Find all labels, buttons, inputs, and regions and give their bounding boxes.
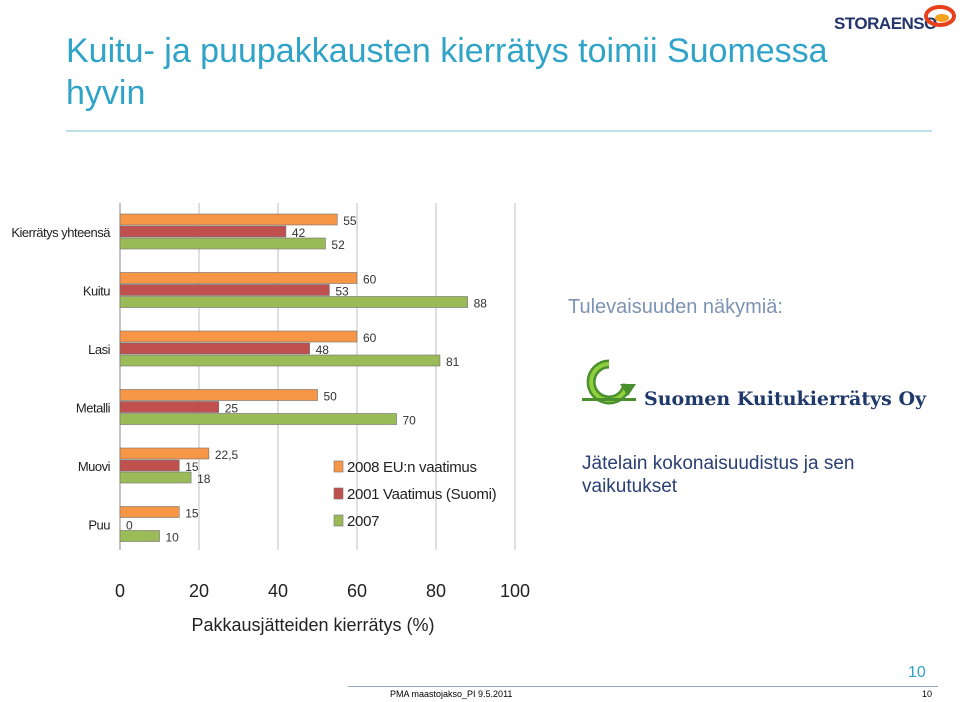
bar: [119, 530, 160, 542]
legend-swatch: [333, 514, 344, 527]
law-reform-text: Jätelain kokonaisuudistus ja sen vaikutu…: [582, 453, 855, 497]
bar: [119, 330, 358, 343]
category-label: Puu: [88, 518, 110, 533]
bar: [119, 296, 468, 308]
value-label: 25: [225, 402, 239, 416]
bar: [119, 413, 397, 425]
x-tick-label: 100: [500, 581, 530, 601]
logo-swoosh-icon: [924, 5, 956, 27]
bar: [119, 272, 358, 284]
value-label: 60: [363, 273, 377, 287]
value-label: 15: [185, 507, 199, 521]
bar: [119, 237, 326, 250]
value-label: 0: [126, 519, 133, 533]
bar: [119, 506, 180, 518]
bar: [119, 447, 210, 460]
value-label: 10: [166, 531, 180, 545]
footer-divider: [348, 686, 938, 687]
bar: [119, 354, 441, 367]
bar: [119, 213, 338, 226]
company-name: Suomen Kuitukierrätys Oy: [644, 388, 927, 410]
x-tick-label: 20: [189, 581, 209, 601]
value-label: 55: [343, 214, 357, 228]
title-divider: [66, 130, 932, 132]
value-label: 60: [363, 331, 377, 345]
legend-label: 2008 EU:n vaatimus: [347, 459, 477, 476]
page-number-small: 10: [922, 689, 933, 699]
legend-swatch: [333, 460, 344, 473]
value-label: 70: [403, 414, 417, 428]
logo-text: STORAENSO: [834, 14, 937, 33]
category-label: Lasi: [88, 342, 110, 357]
page-number-large: 10: [908, 664, 926, 681]
value-label: 15: [185, 460, 199, 474]
category-label: Metalli: [76, 401, 111, 416]
x-tick-label: 80: [426, 581, 446, 601]
bar: [119, 389, 318, 401]
value-label: 52: [331, 238, 345, 252]
bar: [119, 342, 310, 355]
value-label: 88: [474, 297, 488, 311]
x-tick-label: 40: [268, 581, 288, 601]
stora-enso-logo: STORAENSO: [830, 4, 958, 40]
x-tick-label: 60: [347, 581, 367, 601]
value-label: 42: [292, 226, 306, 240]
bar: [119, 459, 180, 472]
value-label: 22,5: [215, 448, 239, 462]
value-label: 81: [446, 355, 460, 369]
x-axis-label: Pakkausjätteiden kierrätys (%): [191, 615, 434, 635]
value-label: 48: [316, 343, 330, 357]
recycling-bar-chart: Kierrätys yhteensä 55 42 52 Kuitu 60 53 88 Lasi 6…: [11, 203, 530, 635]
legend-label: 2001 Vaatimus (Suomi): [347, 486, 497, 503]
category-label: Muovi: [78, 459, 111, 474]
value-label: 50: [324, 390, 338, 404]
bar: [119, 284, 330, 296]
recycle-arrow-icon: [582, 359, 636, 405]
bar: [119, 471, 192, 484]
future-heading: Tulevaisuuden näkymiä:: [568, 296, 783, 318]
value-label: 53: [335, 285, 349, 299]
bar: [119, 401, 220, 413]
x-tick-label: 0: [115, 581, 125, 601]
category-label: Kierrätys yhteensä: [11, 225, 111, 240]
bar: [119, 225, 287, 238]
footer-text: PMA maastojakso_PI 9.5.2011: [390, 689, 513, 699]
value-label: 18: [197, 472, 211, 486]
slide-title: Kuitu- ja puupakkausten kierrätys toimii…: [66, 32, 828, 112]
legend-swatch: [333, 487, 344, 500]
legend-label: 2007: [347, 513, 379, 530]
category-label: Kuitu: [83, 284, 110, 299]
